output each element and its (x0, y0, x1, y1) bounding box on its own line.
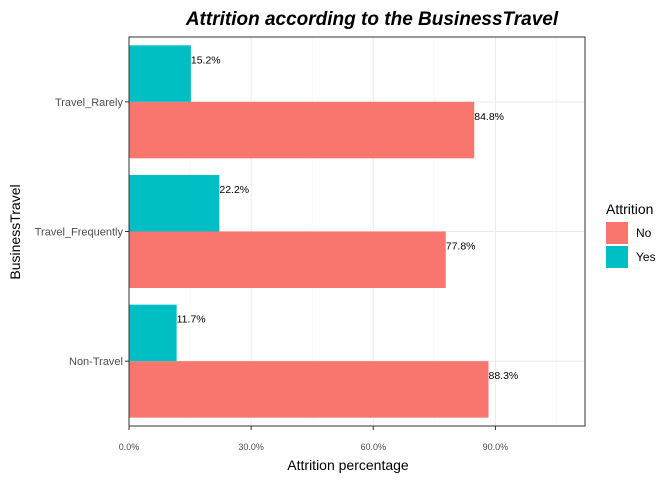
x-tick-label: 0.0% (119, 442, 140, 452)
plot-panel: 88.3% 11.7% 77.8% 22.2% 84.8% 15.2% Non-Travel… (35, 36, 586, 452)
data-label-yes-non-travel: 11.7% (177, 314, 206, 326)
bar-no-travel_rarely (129, 101, 475, 159)
x-tick-label: 30.0% (238, 442, 264, 452)
x-axis-title: Attrition percentage (287, 457, 409, 473)
bar-no-travel_frequently (129, 231, 446, 288)
data-label-no-travel_rarely: 84.8% (474, 111, 504, 123)
data-label-no-non-travel: 88.3% (489, 370, 519, 382)
y-tick-label: Travel_Rarely (55, 97, 124, 109)
legend-key-yes (606, 246, 628, 268)
bar-no-non-travel (129, 361, 489, 418)
chart-title: Attrition according to the BusinessTrave… (185, 9, 559, 30)
bar-yes-travel_rarely (129, 45, 191, 102)
legend: Attrition No Yes (606, 201, 656, 268)
y-tick-label: Travel_Frequently (35, 227, 124, 239)
legend-key-no (606, 222, 628, 244)
bar-yes-non-travel (129, 304, 177, 362)
data-label-no-travel_frequently: 77.8% (446, 241, 476, 253)
bar-yes-travel_frequently (129, 175, 220, 232)
y-axis-title: BusinessTravel (7, 184, 23, 279)
legend-label-no: No (636, 226, 652, 240)
data-label-yes-travel_rarely: 15.2% (191, 54, 221, 66)
data-label-yes-travel_frequently: 22.2% (219, 184, 249, 196)
y-tick-label: Non-Travel (69, 356, 123, 368)
legend-label-yes: Yes (636, 250, 656, 264)
x-tick-label: 60.0% (361, 442, 387, 452)
x-tick-label: 90.0% (483, 442, 509, 452)
legend-title: Attrition (606, 201, 653, 217)
